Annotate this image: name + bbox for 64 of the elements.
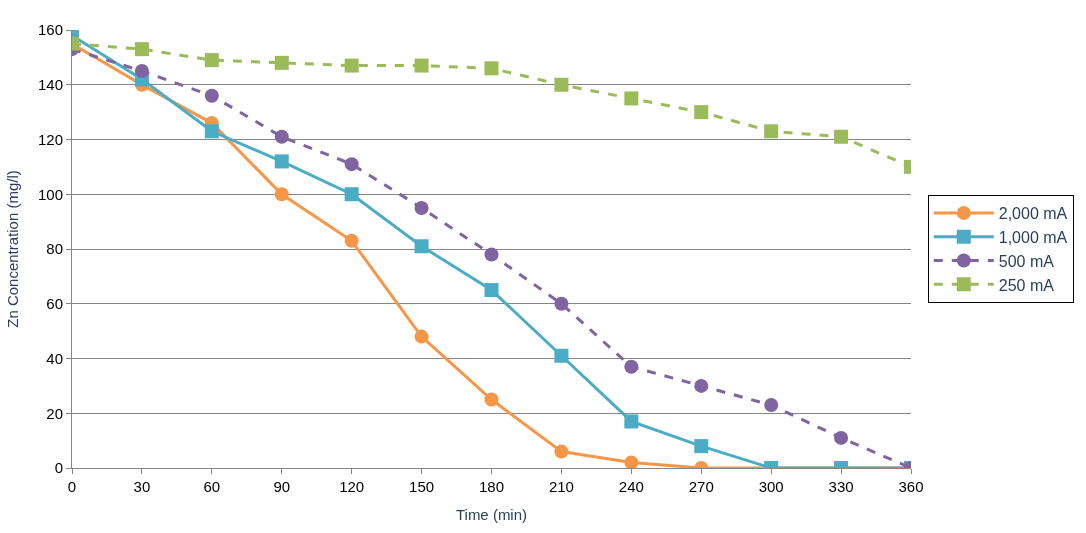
- point: [414, 239, 429, 254]
- legend-label: 2,000 mA: [998, 205, 1068, 223]
- y-tick-label: 160: [37, 21, 63, 39]
- point: [274, 55, 289, 70]
- point: [554, 444, 569, 459]
- x-tick-label: 330: [828, 478, 854, 495]
- point: [554, 296, 569, 311]
- x-tick-label: 300: [758, 478, 784, 495]
- point: [204, 88, 219, 103]
- point: [834, 129, 849, 144]
- x-tick-label: 150: [409, 478, 435, 495]
- point: [764, 124, 779, 139]
- x-tick-label: 270: [688, 478, 714, 495]
- y-tick-label: 140: [37, 76, 63, 93]
- point: [624, 455, 639, 468]
- point: [274, 154, 289, 169]
- x-tick-label: 0: [67, 478, 77, 495]
- y-tick-label: 0: [54, 459, 63, 477]
- point: [624, 359, 639, 374]
- point: [834, 430, 849, 445]
- point: [414, 200, 429, 215]
- y-tick-label: 80: [46, 240, 63, 258]
- x-tick-label: 120: [339, 478, 365, 495]
- x-tick-label: 60: [203, 478, 221, 495]
- y-tick-label: 120: [37, 130, 63, 148]
- point: [344, 233, 359, 248]
- point: [204, 53, 219, 68]
- x-tick-label: 180: [478, 478, 505, 495]
- point: [484, 392, 499, 407]
- point: [484, 61, 499, 76]
- point: [484, 283, 499, 298]
- legend-label: 500 mA: [998, 252, 1055, 270]
- point: [274, 129, 289, 144]
- point: [694, 439, 709, 454]
- point: [274, 187, 289, 202]
- point: [414, 58, 429, 73]
- point: [204, 124, 219, 139]
- point: [554, 348, 569, 363]
- point: [484, 247, 499, 262]
- x-tick-label: 210: [548, 478, 574, 495]
- point: [694, 378, 709, 393]
- y-tick-label: 60: [46, 295, 63, 312]
- x-tick-label: 360: [898, 478, 924, 495]
- point: [414, 329, 429, 344]
- point: [624, 414, 639, 429]
- y-tick-label: 100: [37, 185, 63, 203]
- point: [134, 64, 149, 79]
- legend-label: 1,000 mA: [998, 228, 1068, 246]
- point: [344, 157, 359, 172]
- y-tick-label: 20: [46, 404, 63, 422]
- point: [344, 58, 359, 73]
- y-axis-title: Zn Concentration (mg/l): [4, 170, 22, 328]
- x-tick-label: 90: [273, 478, 291, 495]
- legend-label: 250 mA: [998, 276, 1055, 294]
- x-tick-label: 30: [133, 478, 151, 495]
- x-tick-label: 240: [618, 478, 644, 495]
- point: [344, 187, 359, 202]
- point: [764, 398, 779, 413]
- x-axis-title: Time (min): [455, 506, 528, 523]
- point: [554, 77, 569, 92]
- y-tick-label: 40: [46, 349, 63, 367]
- point: [624, 91, 639, 106]
- point: [134, 42, 149, 57]
- point: [694, 105, 709, 120]
